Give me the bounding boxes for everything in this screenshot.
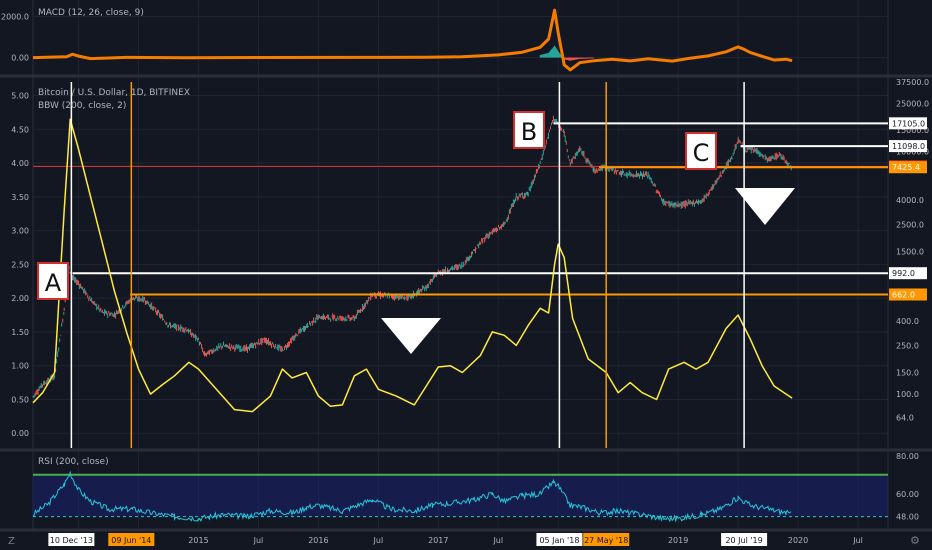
time-marker-label: 27 May '18 [584,536,628,545]
time-marker-tag [536,533,583,546]
annotation-c-label: C [693,139,710,167]
price-level-tag [889,288,927,301]
price-level-tag [889,161,927,174]
bbw-title: BBW (200, close, 2) [38,101,126,111]
price-tick-label: 1500.0 [896,247,924,256]
price-level-label: 7425.4 [892,163,920,172]
price-tick-label: 250.0 [896,342,919,351]
bbw-tick-label: 5.00 [11,92,29,101]
settings-gear-icon[interactable]: ⚙ [910,534,920,547]
annotation-c: C [685,132,717,170]
rsi-band [33,474,888,517]
down-triangle-2016 [381,318,441,354]
time-marker-tag [583,533,630,546]
bbw-panel [32,118,793,413]
price-level-label: 662.0 [892,290,915,299]
price-level-tag [889,267,927,280]
price-level-label: 11098.0 [892,142,925,151]
annotation-a: A [37,262,69,300]
vertical-markers [70,82,745,448]
rsi-panel[interactable] [32,470,888,523]
price-tick-label: 2500.0 [896,221,924,230]
bbw-tick-label: 1.00 [11,362,29,371]
time-marker-tag [108,533,155,546]
time-tick-label: 2019 [668,536,688,545]
time-tick-label: Jul [373,536,384,545]
price-tick-label: 15000.0 [896,126,929,135]
annotation-a-label: A [45,269,62,297]
bbw-line [32,118,793,413]
macd-panel[interactable] [32,8,888,72]
bbw-tick-label: 1.50 [11,328,29,337]
panel-separators [0,0,932,532]
price-tick-label: 400.0 [896,317,919,326]
price-level-label: 17105.0 [892,119,925,128]
bbw-tick-label: 0.50 [11,395,29,404]
price-level-tag [889,140,927,153]
bbw-tick-label: 2.50 [11,260,29,269]
time-marker-tag [721,533,768,546]
timezone-corner[interactable]: Z [8,536,15,547]
bbw-tick-label: 3.00 [11,227,29,236]
down-triangle-2019 [735,188,795,225]
time-tick-label: 2015 [188,536,208,545]
macd-title: MACD (12, 26, close, 9) [38,8,144,18]
time-tick-label: Jul [253,536,264,545]
price-title: Bitcoin / U.S. Dollar, 1D, BITFINEX [38,88,190,98]
annotation-b-label: B [521,118,537,146]
macd-line [32,8,793,72]
bbw-tick-label: 2.00 [11,294,29,303]
bbw-tick-label: 0.00 [11,429,29,438]
price-tick-label: 37500.0 [896,78,929,87]
price-tick-label: 4000.0 [896,196,924,205]
macd-tick-label: 2000.0 [1,12,29,21]
time-tick-label: Jul [852,536,863,545]
time-tick-label: 2020 [788,536,808,545]
price-level-label: 992.0 [892,269,915,278]
time-marker-label: 10 Dec '13 [50,536,93,545]
time-tick-label: 2016 [308,536,328,545]
price-tick-label: 25000.0 [896,99,929,108]
price-tick-label: 150.0 [896,369,919,378]
rsi-title: RSI (200, close) [38,457,109,467]
bbw-tick-label: 4.50 [11,125,29,134]
time-marker-label: 05 Jan '18 [539,536,579,545]
time-tick-label: Jul [492,536,503,545]
rsi-line [32,470,792,523]
price-tick-label: 64.0 [896,413,914,422]
bbw-tick-label: 3.50 [11,193,29,202]
price-tick-label: 100.0 [896,390,919,399]
price-level-tag [889,117,927,130]
time-marker-label: 09 Jun '14 [111,536,151,545]
price-panel[interactable] [32,115,888,398]
macd-tick-label: 0.00 [11,54,29,63]
bbw-tick-label: 4.00 [11,159,29,168]
rsi-tick-label: 80.00 [896,452,919,461]
time-tick-label: 2017 [428,536,448,545]
time-marker-label: 20 Jul '19 [725,536,762,545]
time-marker-tag [48,533,95,546]
axes: 2000.0 0.00 5.00 4.50 4.00 3.50 3.00 2.50 2.00 1.… [1,12,929,546]
rsi-tick-label: 48.00 [896,513,919,522]
annotation-b: B [513,111,545,149]
rsi-tick-label: 60.00 [896,490,919,499]
